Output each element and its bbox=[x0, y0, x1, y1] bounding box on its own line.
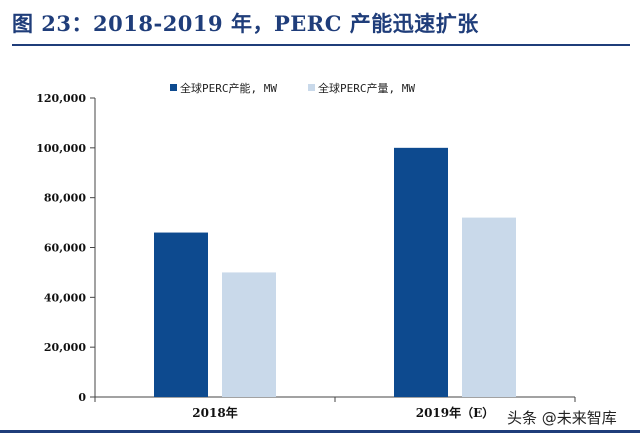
y-tick-label: 20,000 bbox=[44, 341, 86, 354]
bar-output bbox=[222, 272, 276, 397]
y-tick-label: 100,000 bbox=[36, 142, 86, 155]
y-tick-label: 120,000 bbox=[36, 92, 86, 105]
legend-label: 全球PERC产量, MW bbox=[318, 81, 415, 95]
legend-swatch bbox=[170, 84, 177, 91]
bar-output bbox=[462, 217, 516, 397]
y-tick-label: 40,000 bbox=[44, 291, 86, 304]
bottom-divider bbox=[0, 430, 640, 433]
legend-label: 全球PERC产能, MW bbox=[180, 81, 277, 95]
y-tick-label: 0 bbox=[78, 391, 86, 404]
title-divider bbox=[12, 44, 630, 46]
x-category-label: 2018年 bbox=[192, 405, 237, 420]
x-category-label: 2019年（E） bbox=[416, 405, 495, 420]
bar-capacity bbox=[154, 232, 208, 397]
chart-title: 图 23：2018-2019 年，PERC 产能迅速扩张 bbox=[12, 11, 479, 36]
y-tick-label: 80,000 bbox=[44, 192, 86, 205]
bar-capacity bbox=[394, 147, 448, 397]
watermark: 头条 @未来智库 bbox=[505, 407, 619, 428]
y-tick-label: 60,000 bbox=[44, 242, 86, 255]
legend-swatch bbox=[308, 84, 315, 91]
